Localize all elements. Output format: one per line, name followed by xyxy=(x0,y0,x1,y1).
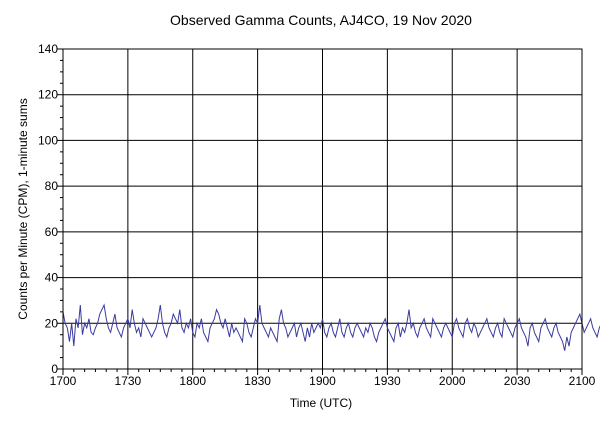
x-tick-label: 2000 xyxy=(439,374,466,388)
x-axis-label: Time (UTC) xyxy=(290,396,352,410)
y-tick-label: 0 xyxy=(51,362,58,376)
y-tick-labels: 0 20 40 60 80 100 120 140 xyxy=(38,42,58,376)
y-tick-label: 100 xyxy=(38,133,58,147)
y-tick-label: 80 xyxy=(45,179,59,193)
y-axis-label: Counts per Minute (CPM), 1-minute sums xyxy=(16,98,30,319)
x-tick-label: 1800 xyxy=(179,374,206,388)
x-tick-label: 1900 xyxy=(309,374,336,388)
x-tick-label: 1930 xyxy=(374,374,401,388)
y-tick-label: 60 xyxy=(45,225,59,239)
x-tick-labels: 1700 1730 1800 1830 1900 1930 2000 2030 2100 xyxy=(50,374,596,388)
series-layer xyxy=(62,303,600,351)
y-tick-label: 120 xyxy=(38,88,58,102)
x-tick-label: 1730 xyxy=(115,374,142,388)
y-tick-label: 20 xyxy=(45,316,59,330)
grid-lines xyxy=(62,48,583,370)
y-tick-label: 140 xyxy=(38,42,58,56)
x-tick-label: 1700 xyxy=(50,374,77,388)
x-tick-label: 2100 xyxy=(569,374,596,388)
x-tick-label: 2030 xyxy=(504,374,531,388)
y-tick-label: 40 xyxy=(45,271,59,285)
plot-frame xyxy=(62,48,583,370)
x-tick-label: 1830 xyxy=(244,374,271,388)
series-line xyxy=(62,303,600,351)
chart-title: Observed Gamma Counts, AJ4CO, 19 Nov 202… xyxy=(170,12,472,28)
